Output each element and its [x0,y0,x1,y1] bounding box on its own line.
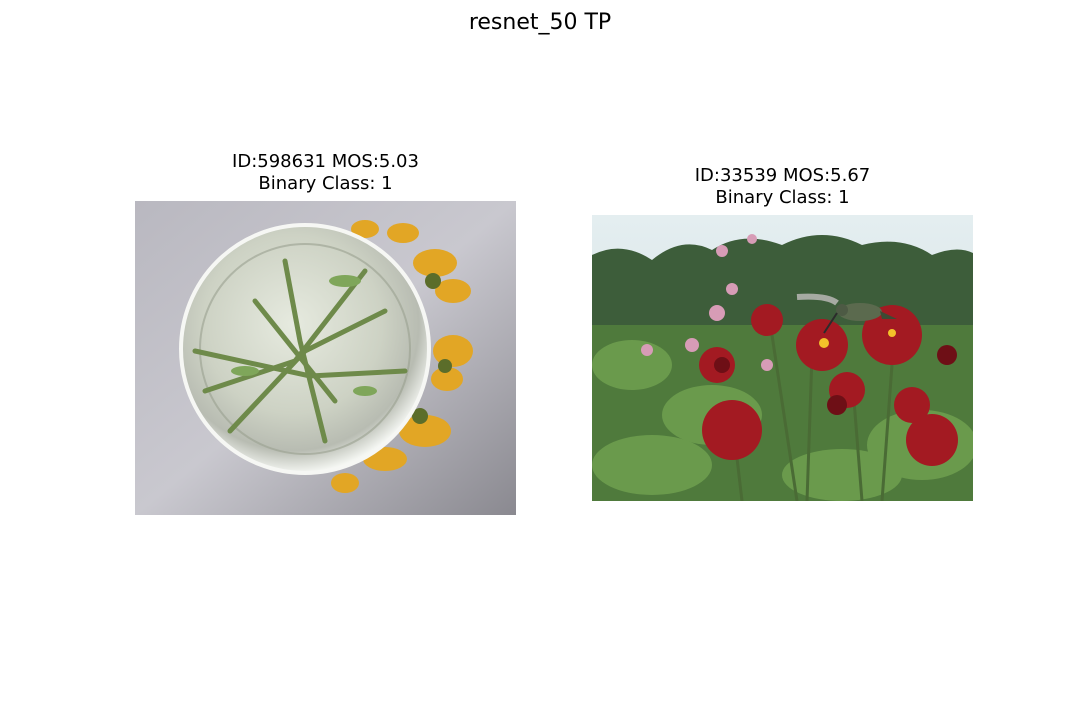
panel-1-title-line1: ID:598631 MOS:5.03 [232,151,419,172]
panel-1-image [135,201,516,515]
panel-1-title: ID:598631 MOS:5.03 Binary Class: 1 [135,151,516,195]
figure-title: resnet_50 TP [468,10,612,35]
vase-photo [135,201,516,515]
panel-2-image [592,215,973,501]
hummingbird-dahlia-photo [592,215,973,501]
panel-1-title-line2: Binary Class: 1 [258,173,393,194]
panel-2-title: ID:33539 MOS:5.67 Binary Class: 1 [592,165,973,209]
panel-2-title-line1: ID:33539 MOS:5.67 [694,165,871,186]
panel-2-title-line2: Binary Class: 1 [715,187,850,208]
